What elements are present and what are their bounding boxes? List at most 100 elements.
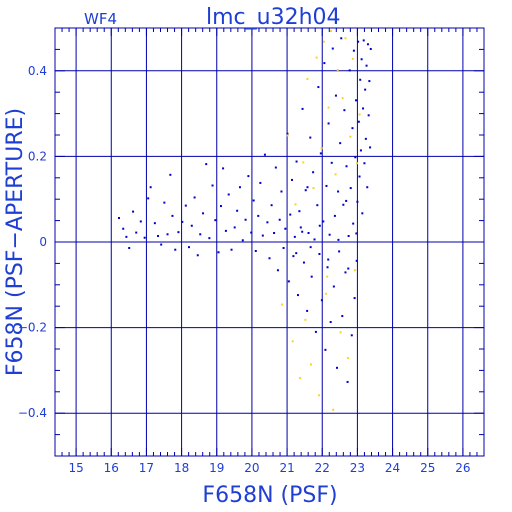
blue-data-point bbox=[205, 163, 208, 166]
blue-data-point bbox=[291, 178, 294, 181]
blue-data-point bbox=[236, 209, 239, 212]
blue-data-point bbox=[364, 137, 367, 140]
yellow-data-point bbox=[351, 57, 354, 60]
blue-data-point bbox=[310, 275, 313, 278]
blue-data-point bbox=[337, 238, 340, 241]
yellow-data-point bbox=[299, 377, 302, 380]
blue-data-point bbox=[319, 152, 322, 155]
blue-data-point bbox=[193, 196, 196, 199]
blue-data-point bbox=[289, 213, 292, 216]
yellow-data-point bbox=[318, 394, 321, 397]
blue-data-point bbox=[320, 299, 323, 302]
blue-data-point bbox=[339, 142, 342, 145]
x-tick-label: 17 bbox=[139, 461, 154, 475]
blue-data-point bbox=[327, 258, 330, 261]
blue-data-point bbox=[293, 235, 296, 238]
x-tick-label: 20 bbox=[244, 461, 259, 475]
blue-data-point bbox=[331, 47, 334, 50]
x-tick-label: 23 bbox=[350, 461, 365, 475]
blue-data-point bbox=[238, 186, 241, 189]
blue-data-point bbox=[369, 146, 372, 149]
blue-data-point bbox=[304, 189, 307, 192]
blue-data-point bbox=[347, 267, 350, 270]
yellow-data-point bbox=[346, 356, 349, 359]
grid-lines bbox=[55, 28, 484, 456]
blue-data-point bbox=[343, 109, 346, 112]
blue-data-point bbox=[166, 233, 169, 236]
yellow-data-point bbox=[326, 275, 329, 278]
blue-data-point bbox=[230, 248, 233, 251]
blue-data-point bbox=[278, 218, 281, 221]
yellow-data-point bbox=[334, 173, 337, 176]
blue-data-point bbox=[276, 269, 279, 272]
blue-data-point bbox=[282, 246, 285, 249]
blue-data-points bbox=[117, 37, 372, 383]
blue-data-point bbox=[177, 231, 180, 234]
blue-data-point bbox=[306, 186, 309, 189]
blue-data-point bbox=[273, 232, 276, 235]
blue-data-point bbox=[143, 236, 146, 239]
yellow-data-point bbox=[323, 40, 326, 43]
blue-data-point bbox=[174, 248, 177, 251]
yellow-data-point bbox=[291, 340, 294, 343]
yellow-data-point bbox=[327, 106, 330, 109]
x-tick-label: 22 bbox=[315, 461, 330, 475]
blue-data-point bbox=[317, 86, 320, 89]
blue-data-point bbox=[233, 226, 236, 229]
yellow-data-point bbox=[304, 318, 307, 321]
yellow-data-point bbox=[344, 37, 347, 40]
blue-data-point bbox=[160, 243, 163, 246]
blue-data-point bbox=[184, 204, 187, 207]
yellow-data-point bbox=[294, 203, 297, 206]
x-tick-label: 24 bbox=[385, 461, 400, 475]
blue-data-point bbox=[211, 184, 214, 187]
blue-data-point bbox=[369, 47, 372, 50]
yellow-data-point bbox=[353, 269, 356, 272]
blue-data-point bbox=[336, 366, 339, 369]
blue-data-point bbox=[274, 166, 277, 169]
blue-data-point bbox=[268, 257, 271, 260]
blue-data-point bbox=[365, 64, 368, 67]
blue-data-point bbox=[301, 230, 304, 233]
yellow-data-point bbox=[286, 134, 289, 137]
blue-data-point bbox=[355, 99, 358, 102]
blue-data-point bbox=[323, 62, 326, 65]
blue-data-point bbox=[368, 80, 371, 83]
blue-data-point bbox=[287, 280, 290, 283]
blue-data-point bbox=[314, 330, 317, 333]
plot-frame bbox=[54, 27, 485, 457]
blue-data-point bbox=[153, 222, 156, 225]
y-tick-label: −0.4 bbox=[18, 406, 47, 420]
blue-data-point bbox=[350, 334, 353, 337]
yellow-data-point bbox=[325, 292, 328, 295]
y-tick-label: 0.2 bbox=[28, 149, 47, 163]
blue-data-point bbox=[299, 226, 302, 229]
blue-data-point bbox=[149, 186, 152, 189]
blue-data-point bbox=[366, 43, 369, 46]
blue-data-point bbox=[286, 132, 289, 135]
blue-data-point bbox=[357, 120, 360, 123]
blue-data-point bbox=[340, 37, 343, 40]
yellow-data-point bbox=[309, 363, 312, 366]
yellow-data-point bbox=[320, 147, 323, 150]
yellow-data-point bbox=[315, 56, 318, 59]
x-tick-label: 19 bbox=[209, 461, 224, 475]
blue-data-point bbox=[122, 227, 125, 230]
blue-data-point bbox=[326, 266, 329, 269]
yellow-data-point bbox=[332, 408, 335, 411]
blue-data-point bbox=[292, 255, 295, 258]
blue-data-point bbox=[190, 224, 193, 227]
blue-data-point bbox=[270, 204, 273, 207]
blue-data-point bbox=[354, 156, 357, 159]
blue-data-point bbox=[332, 285, 335, 288]
blue-data-point bbox=[157, 235, 160, 238]
blue-data-point bbox=[330, 161, 333, 164]
blue-data-point bbox=[358, 175, 361, 178]
blue-data-point bbox=[329, 321, 332, 324]
blue-data-point bbox=[125, 235, 128, 238]
yellow-data-point bbox=[349, 135, 352, 138]
blue-data-point bbox=[261, 234, 264, 237]
axis-labels: 15 16 17 18 19 20 21 22 23 24 25 26 −0.4 −0.2 0 0.2 0.4 bbox=[18, 64, 471, 475]
blue-data-point bbox=[169, 173, 172, 176]
blue-data-point bbox=[324, 348, 327, 351]
